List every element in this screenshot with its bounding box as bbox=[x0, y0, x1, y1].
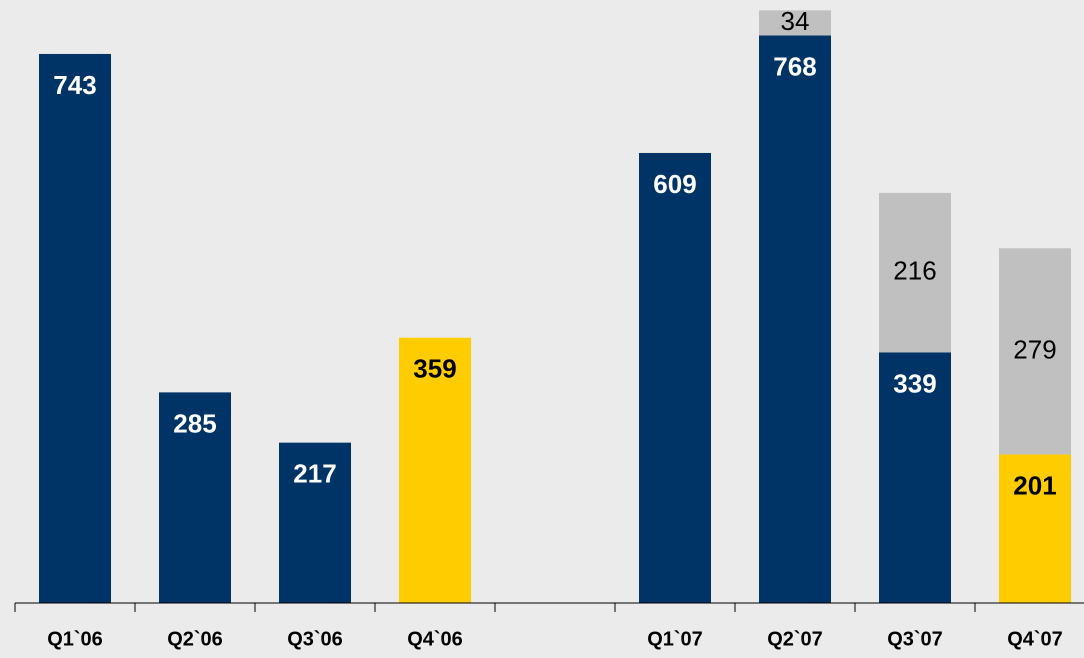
bar-segment bbox=[999, 454, 1071, 603]
x-tick-label: Q1`06 bbox=[47, 628, 103, 650]
x-tick-label: Q3`06 bbox=[287, 628, 343, 650]
bar-segment bbox=[39, 53, 111, 604]
value-label: 768 bbox=[773, 51, 816, 81]
value-label: 217 bbox=[293, 459, 336, 489]
bar-segment bbox=[279, 442, 351, 603]
bar-segment bbox=[879, 192, 951, 353]
x-tick-label: Q3`07 bbox=[887, 628, 943, 650]
x-tick-label: Q2`07 bbox=[767, 628, 823, 650]
value-label: 34 bbox=[781, 6, 810, 36]
x-tick-label: Q4`07 bbox=[1007, 628, 1063, 650]
value-label: 359 bbox=[413, 354, 456, 384]
value-label: 216 bbox=[893, 256, 936, 286]
value-label: 609 bbox=[653, 169, 696, 199]
bar-segment bbox=[759, 35, 831, 604]
x-tick-label: Q4`06 bbox=[407, 628, 463, 650]
bar-segment bbox=[399, 337, 471, 603]
x-tick-label: Q2`06 bbox=[167, 628, 223, 650]
value-label: 743 bbox=[53, 70, 96, 100]
bar-segment bbox=[159, 392, 231, 603]
value-label: 201 bbox=[1013, 470, 1056, 500]
bar-segment bbox=[879, 352, 951, 603]
bar-segment bbox=[639, 152, 711, 603]
value-label: 279 bbox=[1013, 334, 1056, 364]
bar-segment bbox=[999, 248, 1071, 455]
value-label: 339 bbox=[893, 368, 936, 398]
bar-segment bbox=[759, 10, 831, 36]
x-tick-label: Q1`07 bbox=[647, 628, 703, 650]
value-label: 285 bbox=[173, 408, 216, 438]
